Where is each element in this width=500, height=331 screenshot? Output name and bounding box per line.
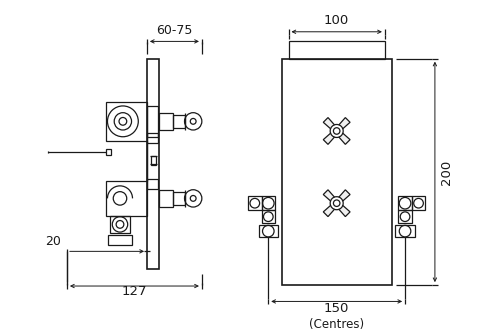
Bar: [147, 59, 158, 269]
Bar: [398, 210, 412, 223]
Polygon shape: [324, 190, 338, 205]
Text: 127: 127: [122, 285, 147, 298]
Circle shape: [330, 197, 343, 210]
Polygon shape: [335, 202, 350, 216]
Bar: [158, 113, 173, 130]
Bar: [288, 41, 385, 59]
Bar: [248, 197, 262, 210]
Text: 150: 150: [324, 302, 349, 315]
Polygon shape: [324, 118, 338, 133]
Text: 200: 200: [440, 159, 452, 184]
Circle shape: [330, 124, 343, 137]
Bar: [108, 235, 132, 245]
Bar: [147, 133, 158, 143]
Bar: [110, 216, 130, 233]
Bar: [282, 59, 392, 285]
Text: 60-75: 60-75: [156, 24, 192, 37]
Polygon shape: [335, 118, 350, 133]
Bar: [262, 197, 275, 210]
Polygon shape: [324, 202, 338, 216]
Bar: [106, 102, 147, 141]
Bar: [158, 190, 173, 207]
Polygon shape: [335, 129, 350, 144]
Bar: [173, 115, 184, 128]
Bar: [106, 181, 147, 216]
Bar: [147, 106, 158, 137]
Polygon shape: [335, 190, 350, 205]
Text: 100: 100: [324, 14, 349, 27]
Bar: [147, 179, 158, 189]
Bar: [258, 225, 278, 237]
Text: (Centres): (Centres): [309, 318, 364, 331]
Bar: [173, 192, 184, 205]
Text: 20: 20: [44, 235, 60, 248]
Bar: [262, 210, 275, 223]
Polygon shape: [324, 129, 338, 144]
Bar: [106, 149, 112, 155]
Bar: [398, 197, 412, 210]
Bar: [412, 197, 426, 210]
Bar: [151, 156, 156, 165]
Bar: [396, 225, 414, 237]
